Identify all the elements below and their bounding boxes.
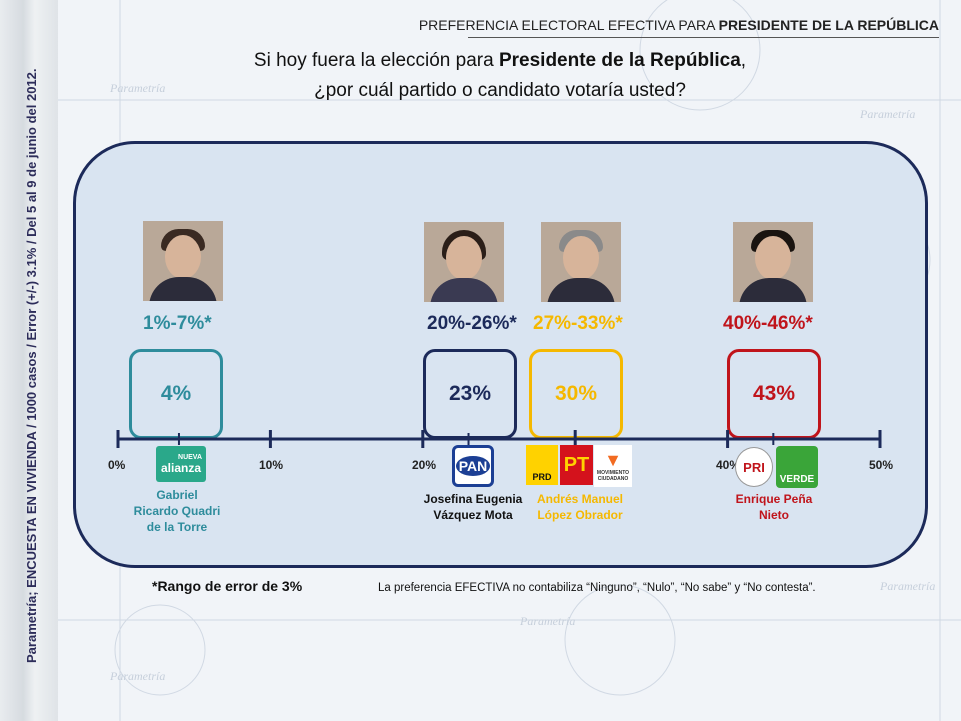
range-label-vazquez: 20%-26%* xyxy=(427,313,517,334)
candidate-name-pena: Enrique Peña Nieto xyxy=(719,491,829,523)
candidate-name-line: Andrés Manuel xyxy=(536,492,623,506)
question-line-1: Si hoy fuera la elección para Presidente… xyxy=(200,50,800,72)
candidate-photo-quadri xyxy=(143,221,223,301)
candidate-photo-vazquez xyxy=(424,222,504,302)
nueva-alianza-bottom: alianza xyxy=(160,460,202,475)
pan-logo: PAN xyxy=(452,445,494,487)
candidate-name-line: Gabriel xyxy=(156,488,198,502)
pan-logo-text: PAN xyxy=(455,456,491,476)
value-box-vazquez: 23% xyxy=(423,349,517,439)
candidate-name-quadri: Gabriel Ricardo Quadri de la Torre xyxy=(122,487,232,535)
value-box-lopez: 30% xyxy=(529,349,623,439)
header-title-prefix: PREFERENCIA ELECTORAL EFECTIVA PARA xyxy=(418,17,719,33)
candidate-name-line: Enrique Peña xyxy=(735,492,813,506)
candidate-name-line: Ricardo Quadri xyxy=(133,504,221,518)
pri-logo: PRI xyxy=(735,447,773,487)
prd-logo-text: PRD xyxy=(532,472,552,482)
error-range-note: *Rango de error de 3% xyxy=(152,578,303,594)
candidate-name-line: de la Torre xyxy=(146,520,208,534)
range-label-lopez: 27%-33%* xyxy=(533,313,623,334)
candidate-photo-lopez xyxy=(541,222,621,302)
pt-logo-text: PT xyxy=(563,453,590,476)
nueva-alianza-top: NUEVA xyxy=(178,453,202,461)
header-title: PREFERENCIA ELECTORAL EFECTIVA PARA PRES… xyxy=(419,17,939,33)
tick-label-50: 50% xyxy=(869,458,894,472)
side-strip: Parametría; ENCUESTA EN VIVIENDA / 1000 … xyxy=(0,0,58,721)
candidate-name-vazquez: Josefina Eugenia Vázquez Mota xyxy=(418,491,528,523)
candidate-name-line: Vázquez Mota xyxy=(433,508,513,522)
range-label-quadri: 1%-7%* xyxy=(143,313,212,334)
question-suffix: , xyxy=(740,50,747,71)
watermark-word: Parametría xyxy=(859,107,915,121)
candidate-name-line: López Obrador xyxy=(537,508,623,522)
range-label-pena: 40%-46%* xyxy=(723,313,813,334)
movimiento-ciudadano-logo: ▼ MOVIMIENTO CIUDADANO xyxy=(594,445,632,487)
watermark-word: Parametría xyxy=(109,669,165,683)
mc-logo-text: MOVIMIENTO CIUDADANO xyxy=(596,470,630,482)
side-note: Parametría; ENCUESTA EN VIVIENDA / 1000 … xyxy=(24,68,39,664)
value-box-quadri: 4% xyxy=(129,349,223,439)
pri-logo-text: PRI xyxy=(743,459,765,475)
verde-logo: VERDE xyxy=(776,446,818,488)
candidate-name-line: Josefina Eugenia xyxy=(423,492,523,506)
tick-label-10: 10% xyxy=(259,458,284,472)
question-prefix: Si hoy fuera la elección para xyxy=(253,50,499,71)
question-line-2: ¿por cuál partido o candidato votaría us… xyxy=(314,80,686,101)
verde-logo-text: VERDE xyxy=(779,474,815,485)
nueva-alianza-logo: NUEVA alianza xyxy=(156,446,206,482)
tick-label-20: 20% xyxy=(412,458,437,472)
pt-logo: PT xyxy=(560,445,593,485)
question-bold: Presidente de la República xyxy=(498,50,741,71)
value-box-pena: 43% xyxy=(727,349,821,439)
candidate-photo-pena xyxy=(733,222,813,302)
watermark-word: Parametría xyxy=(879,579,935,593)
header-underline xyxy=(468,37,939,38)
tick-label-40: 40% xyxy=(716,458,741,472)
candidate-name-line: Nieto xyxy=(759,508,789,522)
watermark-word: Parametría xyxy=(109,81,165,95)
tick-label-0: 0% xyxy=(108,458,126,472)
eagle-icon: ▼ xyxy=(604,450,622,470)
header-title-bold: PRESIDENTE DE LA REPÚBLICA xyxy=(718,17,939,33)
prd-logo: PRD xyxy=(526,445,558,485)
watermark-word: Parametría xyxy=(519,614,575,628)
effective-preference-note: La preferencia EFECTIVA no contabiliza “… xyxy=(378,582,816,594)
candidate-name-lopez: Andrés Manuel López Obrador xyxy=(525,491,635,523)
